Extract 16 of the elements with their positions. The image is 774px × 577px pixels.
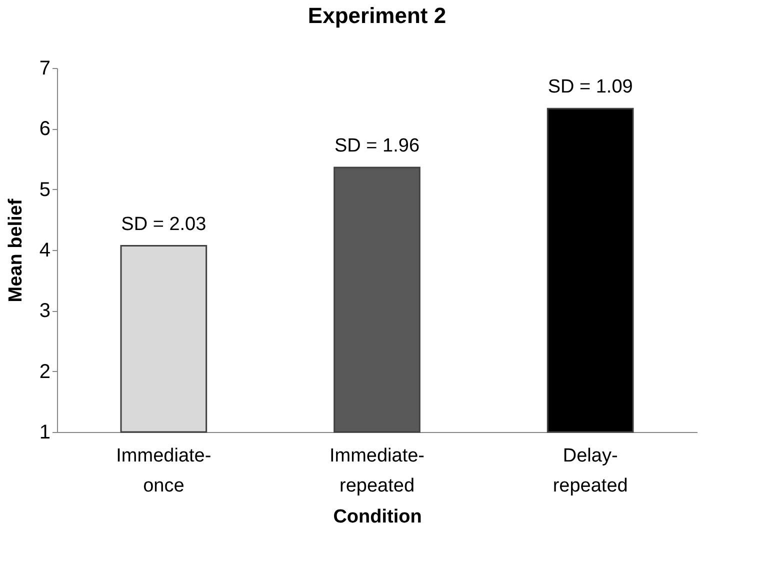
y-axis-title: Mean belief xyxy=(5,198,26,302)
y-tick-label: 4 xyxy=(39,240,50,262)
annotation: SD = 2.03 xyxy=(121,214,206,235)
y-tick-label: 5 xyxy=(39,178,50,201)
annotation: SD = 1.09 xyxy=(548,76,633,98)
y-tick-label: 2 xyxy=(39,360,50,383)
x-tick-label: Delay-repeated xyxy=(552,446,628,496)
x-tick-label: Immediate-once xyxy=(116,446,212,496)
annotation: SD = 1.96 xyxy=(334,135,420,156)
y-tick-label: 3 xyxy=(39,300,50,322)
x-tick-label: Immediate-repeated xyxy=(329,446,425,496)
y-tick-label: 6 xyxy=(39,118,50,140)
chart-title: Experiment 2 xyxy=(308,3,446,28)
y-tick-label: 7 xyxy=(39,58,50,80)
x-axis-title: Condition xyxy=(333,506,422,528)
y-tick-label: 1 xyxy=(39,422,50,444)
